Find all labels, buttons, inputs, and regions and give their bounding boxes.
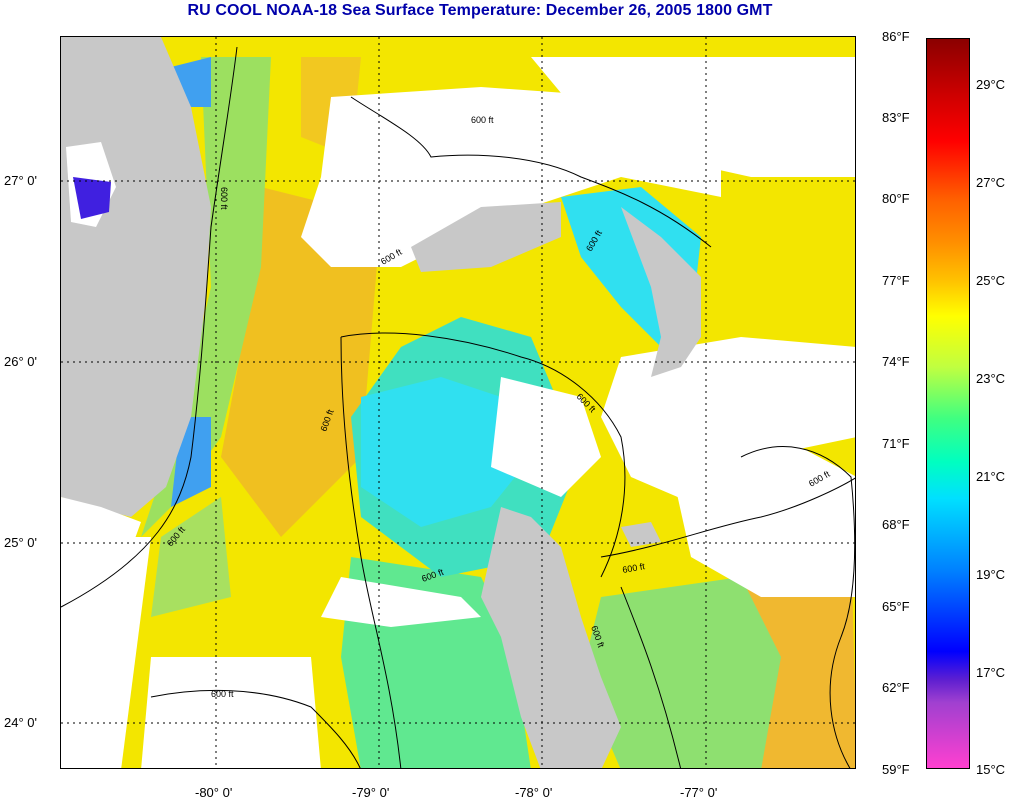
celsius-label: 17°C: [976, 665, 1006, 680]
depth-contour-600ft: [340, 336, 402, 768]
latitude-label: 26° 0': [4, 354, 37, 369]
longitude-label: -79° 0': [352, 785, 390, 800]
longitude-label: -80° 0': [195, 785, 233, 800]
land-grand-bahama: [411, 202, 561, 272]
contour-label: 600 ft: [471, 115, 494, 125]
green-water-patch: [151, 497, 231, 617]
depth-contour-600ft: [350, 96, 712, 248]
fahrenheit-label: 65°F: [882, 599, 910, 614]
fahrenheit-label: 68°F: [882, 517, 910, 532]
celsius-label: 15°C: [976, 762, 1006, 777]
graticule: [61, 37, 855, 768]
temperature-colorbar: [926, 38, 970, 769]
land-abaco: [621, 207, 701, 377]
fahrenheit-label: 80°F: [882, 191, 910, 206]
fahrenheit-label: 62°F: [882, 680, 910, 695]
map-title: RU COOL NOAA-18 Sea Surface Temperature:…: [187, 2, 773, 19]
cloud-cover: [491, 377, 601, 497]
fahrenheit-label: 59°F: [882, 762, 910, 777]
contour-label: 600 ft: [622, 561, 646, 575]
latitude-label: 27° 0': [4, 173, 37, 188]
celsius-label: 25°C: [976, 273, 1006, 288]
green-water-patch: [141, 57, 271, 537]
lake-okeechobee: [73, 177, 111, 219]
longitude-label: -77° 0': [680, 785, 718, 800]
cloud-cover: [141, 657, 321, 768]
green-water-patch: [581, 577, 781, 768]
contour-label: 600 ft: [219, 187, 229, 210]
fahrenheit-label: 83°F: [882, 110, 910, 125]
celsius-label: 21°C: [976, 469, 1006, 484]
land-andros: [481, 507, 621, 768]
latitude-label: 24° 0': [4, 715, 37, 730]
depth-contour-600ft: [740, 446, 855, 768]
land-cay: [621, 522, 661, 547]
depth-contour-600ft: [340, 332, 626, 578]
depth-contour-600ft: [61, 46, 238, 608]
fahrenheit-label: 71°F: [882, 436, 910, 451]
latitude-label: 25° 0': [4, 535, 37, 550]
cloud-cover: [321, 577, 481, 627]
sst-map-canvas: 600 ft 600 ft 600 ft 600 ft 600 ft 600 f…: [61, 37, 855, 768]
cloud-cover: [531, 57, 855, 177]
celsius-label: 27°C: [976, 175, 1006, 190]
celsius-label: 23°C: [976, 371, 1006, 386]
sst-map[interactable]: 600 ft 600 ft 600 ft 600 ft 600 ft 600 f…: [60, 36, 856, 769]
depth-contour-600ft: [150, 689, 361, 768]
depth-contour-600ft: [620, 586, 682, 768]
fahrenheit-label: 77°F: [882, 273, 910, 288]
fahrenheit-label: 74°F: [882, 354, 910, 369]
contour-label: 600 ft: [211, 689, 234, 699]
celsius-label: 19°C: [976, 567, 1006, 582]
celsius-label: 29°C: [976, 77, 1006, 92]
cool-water-patch: [361, 377, 531, 527]
cloud-cover: [61, 497, 141, 587]
cloud-cover: [601, 337, 855, 507]
depth-contour-600ft: [600, 477, 855, 558]
fahrenheit-label: 86°F: [882, 29, 910, 44]
longitude-label: -78° 0': [515, 785, 553, 800]
